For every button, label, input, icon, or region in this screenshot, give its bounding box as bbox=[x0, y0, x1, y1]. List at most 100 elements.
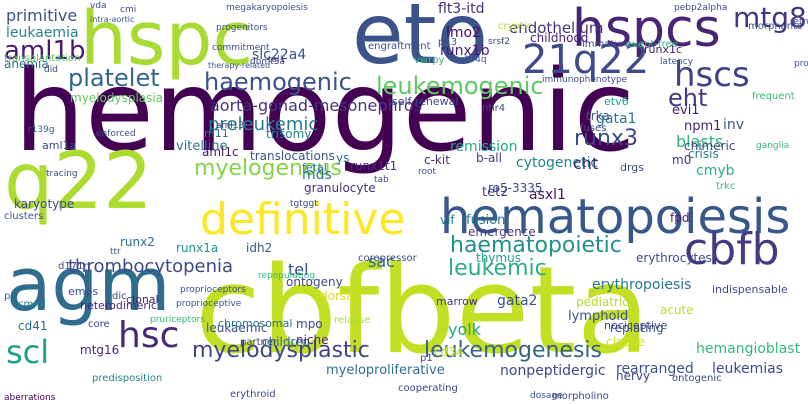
word: myelodysplasia bbox=[70, 91, 164, 105]
word: ontogenic bbox=[672, 373, 722, 384]
word: pruriceptors bbox=[150, 315, 205, 325]
word: runx1b bbox=[440, 43, 490, 59]
word: tgtggt bbox=[290, 199, 318, 209]
word: ys bbox=[336, 151, 350, 165]
word: leukemogenesis bbox=[424, 338, 602, 363]
word: did bbox=[44, 65, 58, 75]
word: intra-aortic bbox=[90, 15, 135, 24]
word: cryptic bbox=[498, 21, 533, 32]
word: chimeric bbox=[684, 139, 736, 153]
word: cooperating bbox=[398, 383, 458, 394]
word: aml13 bbox=[216, 121, 245, 131]
word: cd34 bbox=[434, 345, 464, 359]
word: leukemic bbox=[448, 256, 547, 281]
word: aml1a bbox=[42, 139, 77, 152]
word: thrombocytopenia bbox=[68, 256, 234, 277]
word: commitment bbox=[212, 43, 270, 53]
word: clonal bbox=[126, 293, 159, 306]
word: erythroid bbox=[230, 389, 276, 400]
word: fuses bbox=[580, 123, 607, 134]
word: ganglia bbox=[756, 141, 790, 151]
word: leukemogenic bbox=[376, 72, 544, 100]
word: gata1 bbox=[596, 111, 637, 127]
word: repopulating bbox=[258, 271, 316, 281]
word: blasts bbox=[676, 132, 724, 151]
word: transplantation bbox=[4, 53, 81, 64]
word: cbfbeta bbox=[195, 242, 650, 381]
word: thymus bbox=[476, 251, 521, 265]
word: trka bbox=[586, 109, 610, 123]
word: p2 bbox=[4, 291, 17, 302]
word: agm bbox=[6, 242, 171, 328]
word: haemogenic bbox=[204, 68, 352, 96]
word: tracing bbox=[46, 169, 78, 179]
word: immunophenotype bbox=[542, 75, 628, 85]
word: trisomy bbox=[266, 127, 312, 141]
word: evi1 bbox=[672, 103, 700, 118]
word: hemangioblast bbox=[696, 341, 801, 357]
word: immature bbox=[582, 39, 631, 50]
word: inv bbox=[723, 117, 745, 133]
word: vitelline bbox=[176, 139, 228, 154]
word: vwrpy bbox=[414, 55, 445, 66]
word: nhr4 bbox=[482, 103, 506, 114]
word: dnmt3a bbox=[250, 57, 285, 67]
word: preleukemic bbox=[208, 114, 319, 135]
word: therapy-related bbox=[208, 61, 271, 70]
word: anemia bbox=[4, 57, 49, 71]
word: retroviral bbox=[790, 17, 808, 27]
word: proprioceptive bbox=[176, 299, 242, 309]
word: mtg8 bbox=[733, 1, 807, 34]
word: aml1b bbox=[4, 36, 86, 66]
word: fpd bbox=[670, 211, 690, 225]
word: vda bbox=[90, 1, 107, 11]
word: ontogeny bbox=[286, 275, 343, 289]
word: srsf2 bbox=[488, 37, 510, 47]
word: mds bbox=[302, 167, 332, 183]
word: progenitors bbox=[216, 23, 268, 33]
word: r139g bbox=[28, 125, 55, 135]
word: d171n bbox=[58, 261, 90, 272]
word: chromosomal bbox=[218, 317, 293, 330]
word: leukaemic bbox=[206, 321, 268, 335]
word: flt3-itd bbox=[438, 1, 485, 17]
word: lymphoid bbox=[568, 309, 629, 324]
word: cytogenetic bbox=[516, 155, 599, 171]
word: morphants bbox=[748, 21, 803, 32]
word: indispensable bbox=[712, 283, 788, 296]
word: aml1c bbox=[202, 145, 239, 159]
word: proprioceptors bbox=[180, 285, 246, 295]
word: runx1a bbox=[176, 241, 219, 255]
word: mtg16 bbox=[80, 343, 120, 357]
word: m11 bbox=[204, 127, 229, 140]
word: granulocyte bbox=[304, 181, 376, 195]
word: core bbox=[88, 319, 110, 330]
word: pediatric bbox=[576, 295, 629, 309]
word: npm1 bbox=[684, 119, 722, 134]
word: dosage bbox=[530, 391, 563, 401]
word: haematopoietic bbox=[450, 233, 622, 258]
word: platelet bbox=[68, 64, 160, 92]
word: replating bbox=[610, 321, 664, 335]
word: sac bbox=[368, 252, 395, 271]
word: karyotype bbox=[14, 197, 75, 211]
word: megakaryopoiesis bbox=[226, 3, 308, 13]
word: runx3 bbox=[574, 126, 638, 151]
word: vif bbox=[440, 213, 455, 227]
word: hspc bbox=[80, 0, 254, 82]
word: m0 bbox=[672, 153, 692, 167]
word: cmi bbox=[120, 5, 137, 15]
word: eht bbox=[668, 84, 708, 112]
word: eto bbox=[352, 0, 489, 83]
word: asxl1 bbox=[529, 187, 566, 203]
word: p1 bbox=[420, 353, 433, 364]
word: mpo bbox=[296, 317, 323, 331]
word: erythrocytes bbox=[636, 251, 712, 265]
word: latency bbox=[660, 57, 694, 67]
word: scl bbox=[6, 333, 50, 371]
word: nociceptive bbox=[604, 319, 668, 332]
word: propensity bbox=[794, 59, 808, 69]
word: cmyb bbox=[696, 163, 735, 179]
word: emps bbox=[68, 285, 99, 298]
word: nonpeptidergic bbox=[500, 363, 606, 379]
